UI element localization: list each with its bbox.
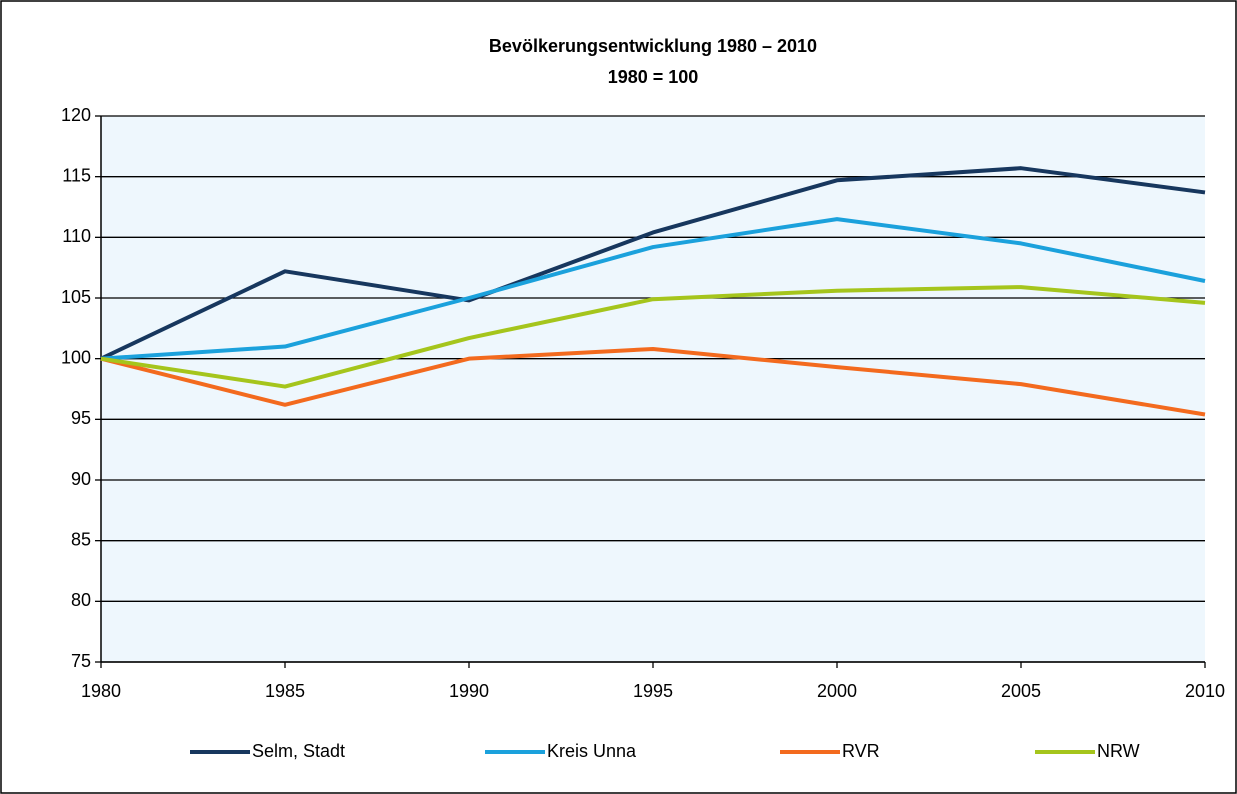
y-tick-label: 85: [71, 529, 91, 549]
x-tick-label: 2000: [817, 681, 857, 701]
legend-label: Selm, Stadt: [252, 741, 345, 761]
y-tick-label: 80: [71, 590, 91, 610]
chart-title: Bevölkerungsentwicklung 1980 – 2010: [489, 36, 817, 56]
line-series: [100, 166, 1206, 361]
y-tick-label: 100: [61, 347, 91, 367]
y-tick-label: 110: [62, 226, 91, 246]
x-tick-label: 2010: [1185, 681, 1225, 701]
chart-subtitle: 1980 = 100: [608, 67, 699, 87]
y-tick-label: 115: [62, 165, 91, 185]
y-tick-label: 90: [71, 469, 91, 489]
y-tick-label: 120: [61, 105, 91, 125]
legend-label: Kreis Unna: [547, 741, 637, 761]
x-tick-label: 1980: [81, 681, 121, 701]
x-tick-label: 1995: [633, 681, 673, 701]
y-tick-label: 75: [71, 651, 91, 671]
legend-label: RVR: [842, 741, 880, 761]
line-series: [100, 285, 1206, 389]
line-series: [100, 346, 1206, 417]
plot-area: [101, 116, 1205, 662]
x-tick-label: 1990: [449, 681, 489, 701]
line-series: [100, 217, 1206, 361]
legend-label: NRW: [1097, 741, 1140, 761]
y-tick-label: 105: [61, 287, 91, 307]
y-tick-label: 95: [71, 408, 91, 428]
x-tick-label: 2005: [1001, 681, 1041, 701]
x-tick-label: 1985: [265, 681, 305, 701]
